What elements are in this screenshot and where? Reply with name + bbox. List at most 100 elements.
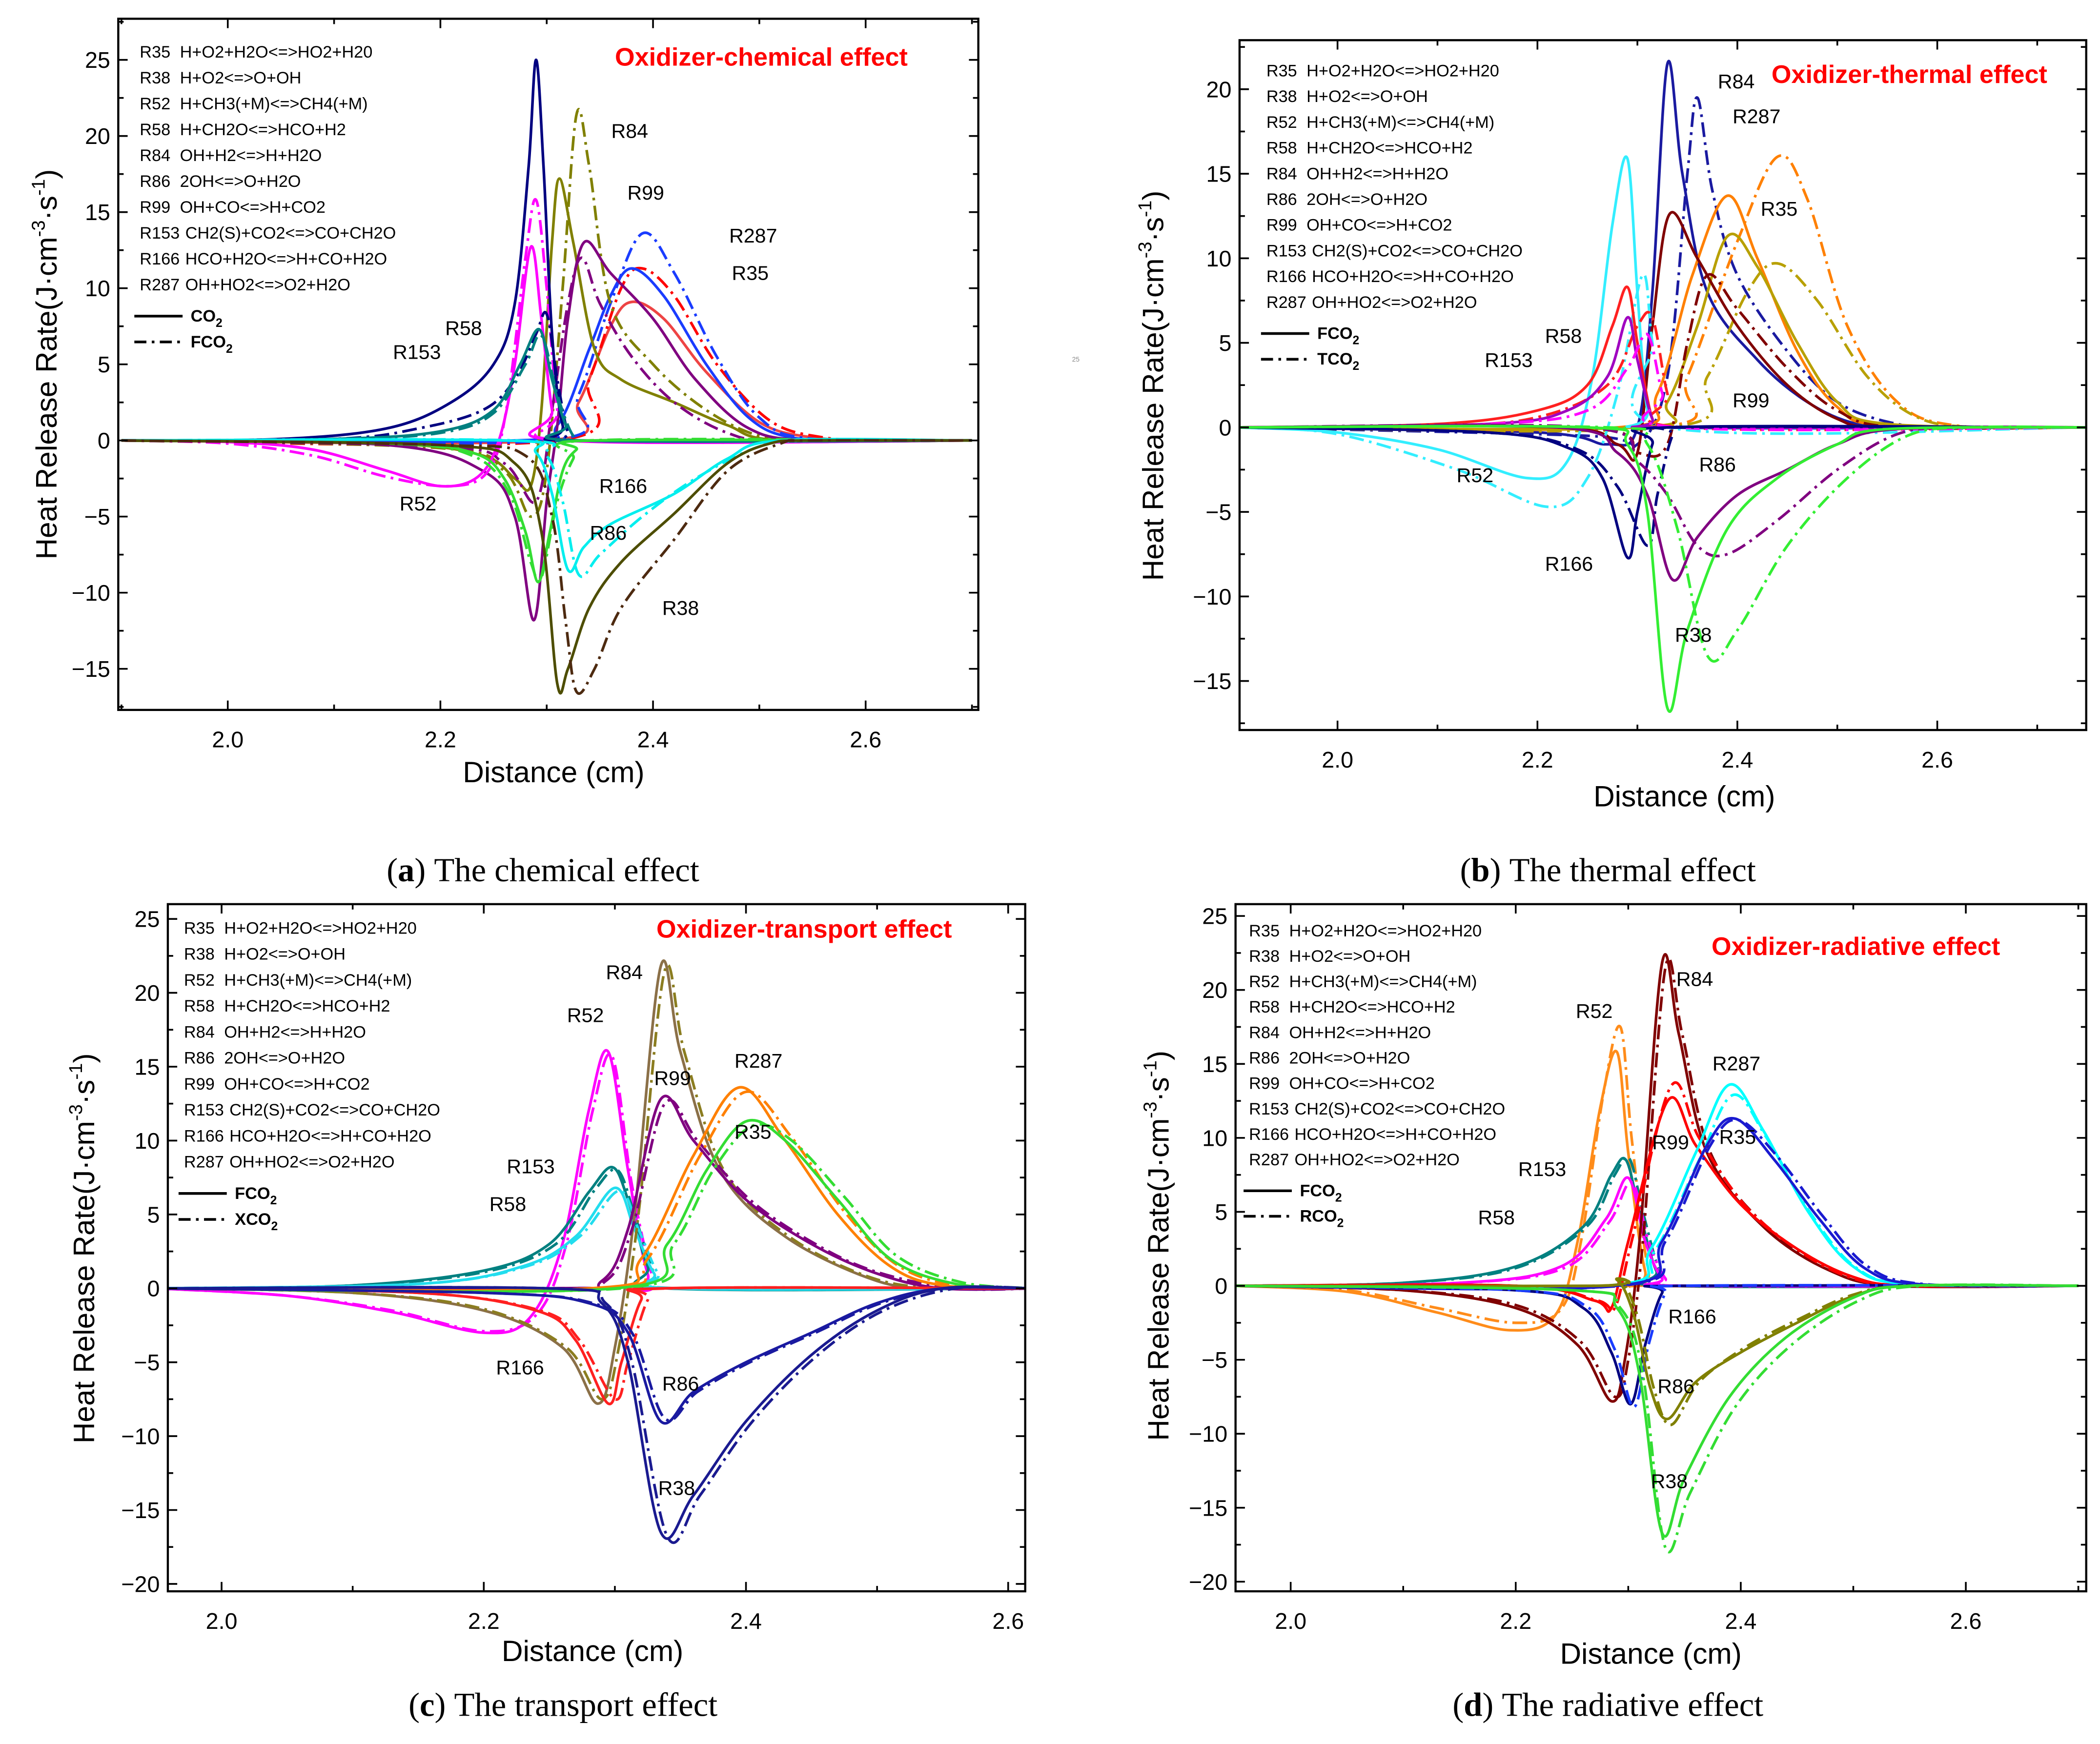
annotation-r52: R52 [1457,464,1494,487]
legend-id: R166 [184,1127,224,1145]
x-tick-label: 2.2 [1522,747,1553,772]
y-tick-label: −5 [84,504,110,529]
y-tick-label: 20 [1202,977,1227,1003]
legend-item-r287: R287 OH+HO2<=>O2+H2O [1249,1151,1460,1169]
legend-style-base: FCO [1300,1181,1335,1200]
effect-title: Oxidizer-thermal effect [1772,61,2047,89]
plot-frame [1234,903,2087,1593]
y-tick-label: 0 [1215,1274,1227,1299]
legend-id: R35 [1266,61,1297,80]
series-r84-solid [1239,60,2086,447]
y-tick-label: 25 [135,907,160,932]
legend-item-r153: R153 CH2(S)+CO2<=>CO+CH2O [140,224,396,243]
legend-id: R38 [184,945,215,964]
legend-item-r35: R35 H+O2+H2O<=>HO2+H20 [1249,922,1482,940]
caption-text: The chemical effect [434,852,699,889]
legend-equation: H+O2+H2O<=>HO2+H20 [224,919,417,937]
x-tick-label: 2.6 [992,1608,1024,1634]
legend-item-r52: R52 H+CH3(+M)<=>CH4(+M) [184,971,412,990]
legend-style-sub: 2 [271,1220,278,1233]
panel-caption: (a) The chemical effect [387,852,699,889]
legend-equation: H+CH3(+M)<=>CH4(+M) [1289,973,1477,991]
legend-item-r153: R153 CH2(S)+CO2<=>CO+CH2O [184,1101,440,1119]
y-tick-label: −15 [1189,1495,1227,1521]
legend-id: R35 [1249,922,1280,940]
y-tick-label: −5 [134,1350,160,1375]
legend-style-base: FCO [235,1184,270,1203]
caption-letter: d [1464,1686,1482,1723]
legend-id: R84 [1266,164,1297,183]
y-label-text: ·s [1142,1077,1175,1101]
legend-item-r153: R153 CH2(S)+CO2<=>CO+CH2O [1249,1100,1505,1118]
effect-title: Oxidizer-transport effect [656,915,952,944]
legend-item-r99: R99 OH+CO<=>H+CO2 [140,198,326,217]
legend-id: R153 [140,224,180,243]
legend-equation: H+O2<=>O+OH [1289,947,1410,966]
legend-style-dashdot: RCO2 [1300,1207,1344,1230]
panel-b: −15 −10 −5 0 5 10 15 20 2.0 2.2 2.4 2.6 Distance (cm… [1135,39,2087,889]
legend-id: R35 [184,919,215,937]
legend-equation: CH2(S)+CO2<=>CO+CH2O [185,224,396,243]
legend-equation: H+O2<=>O+OH [1306,87,1428,106]
caption-text: The radiative effect [1502,1686,1763,1723]
annotation-r166: R166 [599,475,647,497]
annotation-r99: R99 [1652,1131,1689,1154]
annotation-r287: R287 [729,224,777,247]
legend-equation: 2OH<=>O+H2O [1289,1049,1410,1068]
y-tick-label: 5 [1215,1199,1227,1225]
legend-equation: H+CH3(+M)<=>CH4(+M) [1306,113,1494,132]
legend-item-r84: R84 OH+H2<=>H+H2O [184,1023,366,1041]
caption-paren: ) [414,852,434,889]
legend-id: R52 [1249,973,1280,991]
panel-caption: (d) The radiative effect [1452,1686,1763,1723]
annotation-r58: R58 [1478,1206,1515,1229]
legend-style-solid: FCO2 [1300,1181,1342,1204]
annotation-r38: R38 [1651,1470,1688,1493]
x-axis-label: Distance (cm) [502,1634,683,1667]
y-label-text: Heat Release Rate(J·cm [67,1121,101,1443]
legend-id: R84 [140,146,170,165]
stray-label: 25 [1072,356,1080,363]
legend: R35 H+O2+H2O<=>HO2+H20 R38 H+O2<=>O+OH R52 H+… [134,43,396,356]
y-tick-label: −5 [1205,500,1231,525]
x-tick-label: 2.6 [1921,747,1953,772]
legend-equation: HCO+H2O<=>H+CO+H2O [229,1127,431,1145]
legend-style-base: TCO [1317,350,1352,368]
legend-id: R153 [184,1101,224,1119]
y-tick-label: −10 [1193,584,1231,609]
x-tick-label: 2.4 [1725,1608,1756,1634]
caption-letter: c [420,1686,434,1723]
legend-equation: H+CH3(+M)<=>CH4(+M) [180,95,368,113]
y-label-text: ·s [67,1080,101,1104]
series-r38-dashdot [1235,1283,2079,1554]
y-label-text: Heat Release Rate(J·cm [1142,1118,1175,1441]
y-tick-label: −15 [121,1498,160,1523]
legend-item-r38: R38 H+O2<=>O+OH [140,69,301,87]
annotation-r287: R287 [1733,105,1780,128]
annotation-r58: R58 [445,317,482,339]
y-tick-label: 25 [1202,904,1227,929]
legend-equation: 2OH<=>O+H2O [180,172,301,191]
series-r38-dashdot [121,439,972,695]
legend-equation: 2OH<=>O+H2O [224,1049,345,1068]
legend-item-r287: R287 OH+HO2<=>O2+H2O [140,276,350,294]
y-label-sup: -3 [65,1104,86,1121]
legend-equation: H+CH2O<=>HCO+H2 [180,121,346,139]
legend-item-r166: R166 HCO+H2O<=>H+CO+H2O [1266,267,1514,286]
caption-paren: ) [434,1686,454,1723]
legend-equation: OH+HO2<=>O2+H2O [185,276,350,294]
series-r84-dashdot [1235,957,2079,1399]
legend-item-r99: R99 OH+CO<=>H+CO2 [1249,1075,1435,1093]
legend-equation: OH+HO2<=>O2+H2O [229,1153,394,1172]
annotation-r166: R166 [1545,552,1593,575]
legend-id: R84 [184,1023,215,1041]
annotation-r52: R52 [400,492,437,515]
series-group [1239,60,2086,713]
legend-equation: H+CH2O<=>HCO+H2 [224,997,390,1015]
annotation-r86: R86 [662,1372,699,1395]
legend-equation: OH+CO<=>H+CO2 [180,198,326,217]
legend-id: R99 [140,198,170,217]
annotation-r99: R99 [1733,389,1770,411]
y-tick-label: 25 [85,47,110,73]
legend-equation: H+O2<=>O+OH [224,945,346,964]
